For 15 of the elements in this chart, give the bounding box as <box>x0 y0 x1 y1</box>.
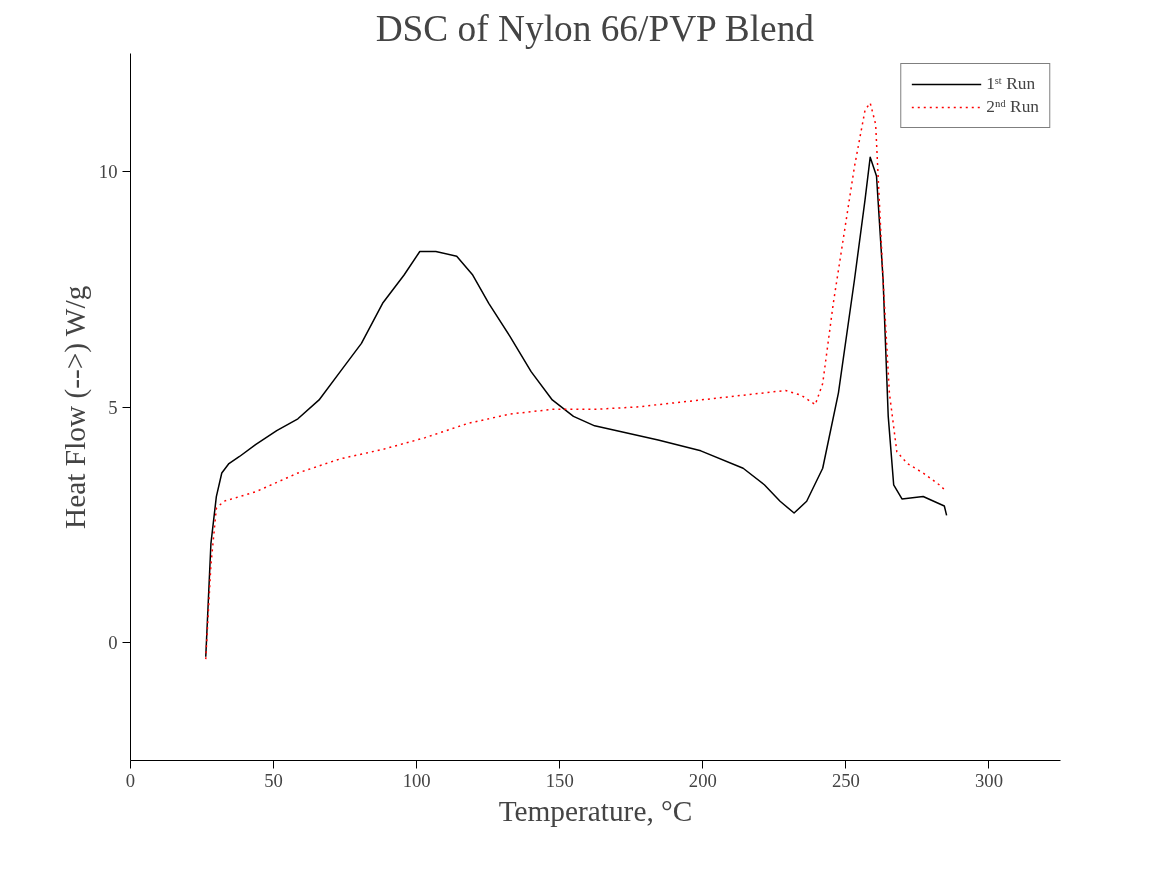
x-tick-label: 100 <box>402 769 431 791</box>
x-tick-label: 250 <box>831 769 860 791</box>
y-tick-label: 5 <box>108 396 118 418</box>
x-tick-label: 0 <box>125 769 136 791</box>
y-axis-title: Heat Flow (-->) W/g <box>58 285 92 529</box>
x-tick-label: 200 <box>688 769 717 791</box>
legend-label: 2ⁿᵈ Run <box>986 97 1039 117</box>
x-axis-title: Temperature, °C <box>498 794 693 827</box>
y-tick-label: 10 <box>98 160 118 182</box>
x-tick-label: 300 <box>974 769 1003 791</box>
chart-title: DSC of Nylon 66/PVP Blend <box>375 7 815 49</box>
x-tick-label: 150 <box>545 769 574 791</box>
legend-label: 1ˢᵗ Run <box>986 74 1036 94</box>
y-tick-label: 0 <box>108 632 118 654</box>
x-tick-label: 50 <box>264 769 283 791</box>
